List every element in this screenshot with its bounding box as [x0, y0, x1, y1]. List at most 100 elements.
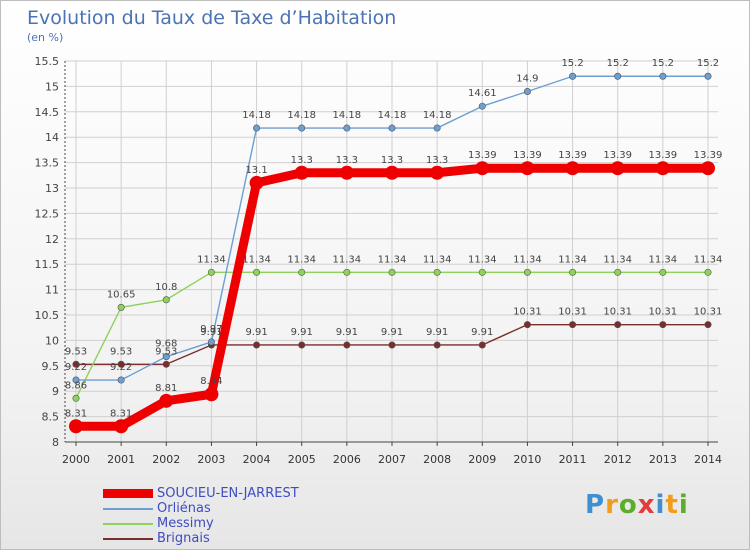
chart-legend: SOUCIEU-EN-JARREST Orliénas Messimy Brig… — [103, 486, 299, 546]
data-label: 9.97 — [200, 324, 222, 335]
data-label: 9.53 — [155, 346, 177, 357]
legend-swatch — [103, 522, 153, 525]
data-point — [388, 341, 396, 349]
grid-layer — [65, 60, 718, 443]
data-label: 13.3 — [336, 155, 358, 166]
data-point — [704, 268, 712, 276]
data-point — [343, 341, 351, 349]
data-point — [704, 321, 712, 329]
data-point — [659, 321, 667, 329]
legend-swatch — [103, 507, 153, 510]
legend-label: Orliénas — [157, 501, 211, 516]
logo-letter: o — [618, 490, 638, 520]
data-label: 13.3 — [426, 155, 448, 166]
data-point — [569, 72, 577, 80]
data-label: 10.31 — [558, 307, 587, 318]
y-tick-label: 12.5 — [35, 207, 60, 220]
data-point — [433, 341, 441, 349]
y-tick-label: 9.5 — [42, 360, 60, 373]
chart-subtitle: (en %) — [27, 31, 64, 44]
legend-swatch — [103, 489, 153, 498]
data-label: 8.86 — [65, 380, 87, 391]
data-point — [614, 72, 622, 80]
data-point — [430, 165, 445, 180]
data-point — [388, 124, 396, 132]
legend-item: Messimy — [103, 516, 299, 531]
y-tick-label: 10.5 — [35, 309, 60, 322]
chart-title: Evolution du Taux de Taxe d’Habitation — [27, 7, 397, 29]
y-tick-label: 11 — [45, 284, 59, 297]
data-point — [117, 360, 125, 368]
data-label: 15.2 — [561, 58, 583, 69]
data-point — [655, 161, 670, 176]
data-label: 9.68 — [155, 339, 177, 350]
data-label: 9.53 — [110, 346, 132, 357]
data-point — [72, 360, 80, 368]
data-label: 13.39 — [468, 150, 497, 161]
data-label: 11.34 — [287, 254, 316, 265]
legend-item: Orliénas — [103, 501, 299, 516]
data-label: 9.91 — [426, 327, 448, 338]
legend-item: SOUCIEU-EN-JARREST — [103, 486, 299, 501]
data-label: 8.31 — [65, 408, 87, 419]
y-tick-label: 8.5 — [42, 411, 60, 424]
data-point — [475, 161, 490, 176]
data-point — [343, 124, 351, 132]
x-tick-label: 2007 — [378, 453, 406, 466]
data-point — [207, 338, 215, 346]
legend-item: Brignais — [103, 531, 299, 546]
data-label: 13.3 — [381, 155, 403, 166]
logo-letter: r — [605, 490, 619, 520]
data-label: 13.39 — [513, 150, 542, 161]
x-tick-label: 2000 — [62, 453, 90, 466]
x-tick-label: 2005 — [288, 453, 316, 466]
data-label: 9.91 — [336, 327, 358, 338]
x-tick-label: 2012 — [604, 453, 632, 466]
data-label: 14.61 — [468, 88, 497, 99]
data-label: 10.31 — [694, 307, 723, 318]
data-label: 10.31 — [603, 307, 632, 318]
data-point — [523, 87, 531, 95]
data-point — [207, 268, 215, 276]
x-tick-label: 2010 — [513, 453, 541, 466]
data-point — [72, 394, 80, 402]
y-tick-label: 8 — [52, 436, 59, 449]
data-label: 11.34 — [558, 254, 587, 265]
x-tick-label: 2006 — [333, 453, 361, 466]
data-label: 10.31 — [513, 307, 542, 318]
data-label: 9.22 — [110, 362, 132, 373]
data-label: 14.18 — [333, 110, 362, 121]
data-label: 9.91 — [291, 327, 313, 338]
data-point — [253, 341, 261, 349]
data-label: 11.34 — [423, 254, 452, 265]
data-label: 8.81 — [155, 383, 177, 394]
series-layer — [69, 72, 715, 434]
logo-letter: x — [637, 490, 656, 520]
data-point — [253, 268, 261, 276]
y-tick-label: 11.5 — [35, 258, 60, 271]
data-point — [565, 161, 580, 176]
data-point — [114, 419, 129, 434]
data-point — [569, 321, 577, 329]
data-label: 8.94 — [200, 376, 222, 387]
data-label: 13.39 — [649, 150, 678, 161]
data-label: 9.22 — [65, 362, 87, 373]
data-point — [117, 376, 125, 384]
data-point — [701, 161, 715, 176]
legend-swatch — [103, 537, 153, 540]
y-tick-label: 15.5 — [35, 55, 60, 68]
x-tick-label: 2001 — [107, 453, 135, 466]
data-point — [253, 124, 261, 132]
logo-letter: t — [665, 490, 679, 520]
y-tick-label: 15 — [45, 80, 59, 93]
legend-label: Brignais — [157, 531, 210, 546]
data-label: 15.2 — [697, 58, 719, 69]
data-point — [162, 360, 170, 368]
data-point — [159, 393, 174, 408]
data-point — [478, 341, 486, 349]
data-label: 15.2 — [607, 58, 629, 69]
data-label: 11.34 — [197, 254, 226, 265]
data-label: 9.53 — [65, 346, 87, 357]
data-point — [339, 165, 354, 180]
